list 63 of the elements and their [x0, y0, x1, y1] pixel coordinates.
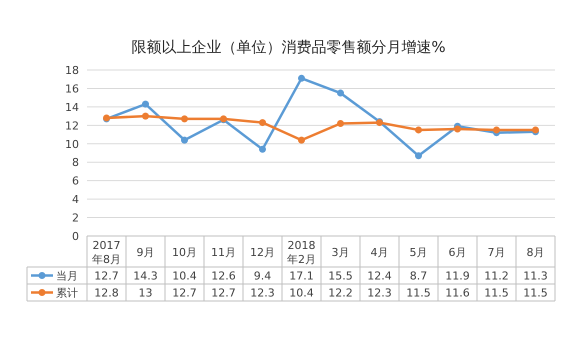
- data-label: 12.7: [94, 270, 119, 282]
- data-label: 12.7: [211, 286, 236, 300]
- x-tick-label: 4月: [370, 246, 388, 259]
- point: [181, 136, 188, 144]
- y-tick-label: 2: [72, 212, 79, 225]
- data-label: 11.5: [406, 286, 431, 300]
- x-tick-label: 9月: [136, 246, 154, 259]
- x-tick-label: 8月: [526, 246, 544, 259]
- point: [415, 126, 422, 134]
- y-tick-label: 16: [65, 82, 79, 96]
- y-tick-label: 10: [65, 138, 79, 151]
- y-tick-label: 8: [72, 156, 79, 170]
- y-tick-label: 14: [65, 100, 79, 114]
- legend-label: 累计: [56, 286, 78, 300]
- point: [259, 119, 266, 126]
- point: [181, 115, 188, 122]
- x-tick-label: 5月: [410, 246, 428, 259]
- data-label: 12.2: [328, 286, 353, 300]
- point: [454, 126, 461, 133]
- x-tick-label: 2018年2月: [287, 239, 316, 266]
- legend-label: 当月: [56, 270, 78, 282]
- x-tick-label: 6月: [448, 246, 466, 259]
- y-tick-label: 6: [72, 174, 79, 188]
- data-label: 15.5: [328, 270, 353, 282]
- y-tick-label: 18: [65, 64, 79, 77]
- data-label: 8.7: [410, 270, 428, 282]
- data-label: 10.4: [172, 270, 197, 282]
- point: [298, 74, 305, 82]
- data-label: 11.9: [445, 270, 470, 282]
- data-label: 11.3: [523, 270, 548, 282]
- point: [337, 90, 344, 97]
- data-label: 10.4: [289, 286, 314, 300]
- data-label: 11.5: [523, 286, 548, 300]
- data-label: 9.4: [254, 270, 272, 282]
- x-tick-label: 7月: [488, 246, 506, 259]
- data-label: 11.5: [484, 286, 509, 300]
- point: [142, 100, 149, 108]
- x-tick-label: 12月: [250, 246, 275, 259]
- data-label: 12.4: [367, 270, 392, 282]
- data-label: 17.1: [289, 270, 314, 282]
- chart-title: 限额以上企业（单位）消费品零售额分月增速%: [131, 38, 446, 56]
- x-tick-label: 11月: [211, 246, 236, 259]
- data-label: 12.8: [94, 286, 119, 300]
- data-label: 12.3: [250, 286, 275, 300]
- data-label: 12.6: [211, 270, 236, 282]
- point: [493, 126, 500, 134]
- y-tick-label: 0: [72, 230, 79, 243]
- point: [142, 112, 149, 120]
- data-label: 14.3: [133, 270, 158, 282]
- point: [259, 146, 266, 153]
- data-label: 12.3: [367, 286, 392, 300]
- y-tick-label: 12: [65, 119, 79, 132]
- data-label: 13: [138, 286, 152, 300]
- data-label: 12.7: [172, 286, 197, 300]
- x-tick-label: 10月: [172, 246, 197, 259]
- point: [298, 136, 305, 144]
- data-label: 11.6: [445, 286, 470, 300]
- x-tick-label: 2017年8月: [92, 239, 121, 266]
- x-tick-label: 3月: [332, 246, 350, 259]
- data-label: 11.2: [484, 270, 509, 282]
- y-tick-label: 4: [72, 193, 79, 206]
- point: [415, 152, 422, 160]
- point: [337, 120, 344, 127]
